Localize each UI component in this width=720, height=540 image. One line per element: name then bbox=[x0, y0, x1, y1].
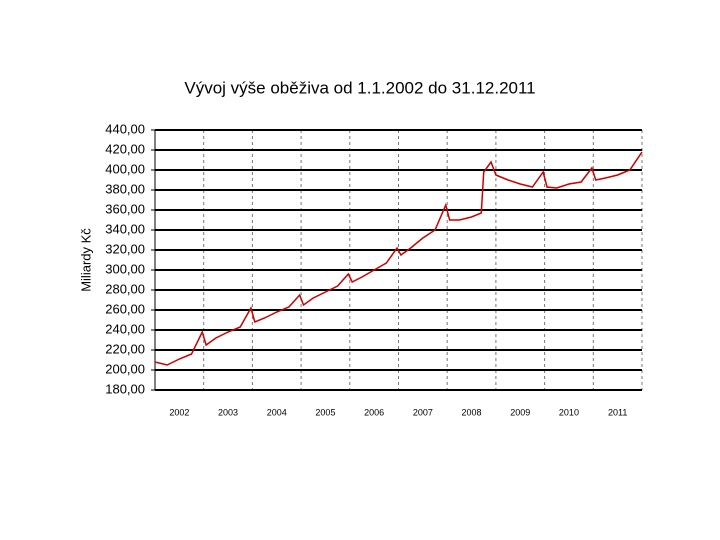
y-tick-label: 280,00 bbox=[105, 281, 145, 296]
x-tick-label: 2010 bbox=[559, 407, 579, 417]
data-line bbox=[154, 151, 643, 366]
y-tick-label: 340,00 bbox=[105, 221, 145, 236]
y-tick-label: 200,00 bbox=[105, 361, 145, 376]
y-axis-label: Miliardy Kč bbox=[78, 228, 93, 292]
y-tick-label: 260,00 bbox=[105, 301, 145, 316]
y-tick-label: 300,00 bbox=[105, 261, 145, 276]
x-tick-label: 2002 bbox=[169, 407, 189, 417]
y-tick-label: 420,00 bbox=[105, 141, 145, 156]
y-tick-label: 180,00 bbox=[105, 381, 145, 396]
x-tick-label: 2005 bbox=[315, 407, 335, 417]
x-tick-label: 2009 bbox=[510, 407, 530, 417]
y-tick-label: 240,00 bbox=[105, 321, 145, 336]
x-tick-label: 2004 bbox=[267, 407, 287, 417]
x-tick-label: 2006 bbox=[364, 407, 384, 417]
y-tick-label: 380,00 bbox=[105, 181, 145, 196]
chart-title: Vývoj výše oběživa od 1.1.2002 do 31.12.… bbox=[184, 78, 535, 97]
x-tick-label: 2007 bbox=[413, 407, 433, 417]
x-tick-label: 2011 bbox=[608, 407, 627, 417]
y-tick-label: 220,00 bbox=[105, 341, 145, 356]
x-tick-label: 2003 bbox=[218, 407, 238, 417]
y-tick-label: 360,00 bbox=[105, 201, 145, 216]
x-tick-label: 2008 bbox=[462, 407, 482, 417]
y-tick-label: 400,00 bbox=[105, 161, 145, 176]
y-tick-label: 440,00 bbox=[105, 121, 145, 136]
y-tick-label: 320,00 bbox=[105, 241, 145, 256]
